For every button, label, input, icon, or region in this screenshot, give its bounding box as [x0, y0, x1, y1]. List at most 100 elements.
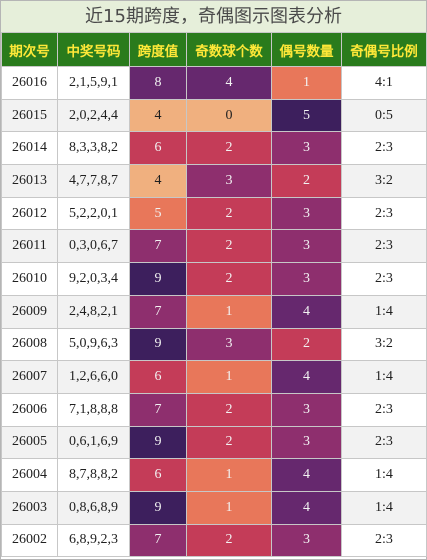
numbers-cell: 8,3,3,8,2	[57, 131, 130, 166]
odd-count-cell: 2	[186, 131, 272, 166]
table-row: 26010 9,2,0,3,4 9 2 3 2:3	[1, 262, 427, 296]
header-numbers: 中奖号码	[57, 32, 130, 67]
numbers-cell: 8,7,8,8,2	[57, 458, 130, 492]
table-row: 26003 0,8,6,8,9 9 1 4 1:4	[1, 490, 427, 525]
header-issue: 期次号	[1, 32, 58, 67]
ratio-cell: 0:5	[341, 98, 427, 133]
issue-cell: 26003	[1, 490, 58, 525]
span-cell: 7	[129, 392, 187, 427]
span-cell: 7	[129, 229, 187, 264]
numbers-cell: 9,2,0,3,4	[57, 262, 130, 296]
header-odd-count: 奇数球个数	[186, 32, 272, 67]
span-cell: 6	[129, 458, 187, 492]
ratio-cell: 2:3	[341, 523, 427, 558]
issue-cell: 26013	[1, 164, 58, 198]
table-row: 26016 2,1,5,9,1 8 4 1 4:1	[1, 66, 427, 100]
ratio-cell: 2:3	[341, 392, 427, 427]
ratio-cell: 2:3	[341, 425, 427, 460]
numbers-cell: 7,1,8,8,8	[57, 392, 130, 427]
span-cell: 9	[129, 425, 187, 460]
issue-cell: 26011	[1, 229, 58, 264]
span-cell: 6	[129, 360, 187, 394]
numbers-cell: 0,3,0,6,7	[57, 229, 130, 264]
numbers-cell: 0,6,1,6,9	[57, 425, 130, 460]
span-cell: 5	[129, 196, 187, 231]
span-cell: 6	[129, 131, 187, 166]
issue-cell: 26008	[1, 327, 58, 362]
even-count-cell: 3	[271, 196, 342, 231]
even-count-cell: 5	[271, 98, 342, 133]
issue-cell: 26006	[1, 392, 58, 427]
odd-count-cell: 2	[186, 425, 272, 460]
numbers-cell: 0,8,6,8,9	[57, 490, 130, 525]
issue-cell: 26005	[1, 425, 58, 460]
even-count-cell: 3	[271, 523, 342, 558]
numbers-cell: 2,4,8,2,1	[57, 294, 130, 329]
ratio-cell: 1:4	[341, 458, 427, 492]
ratio-cell: 4:1	[341, 66, 427, 100]
issue-cell: 26015	[1, 98, 58, 133]
ratio-cell: 2:3	[341, 131, 427, 166]
span-cell: 4	[129, 98, 187, 133]
issue-cell: 26007	[1, 360, 58, 394]
table-row: 26004 8,7,8,8,2 6 1 4 1:4	[1, 458, 427, 492]
numbers-cell: 1,2,6,6,0	[57, 360, 130, 394]
odd-count-cell: 1	[186, 458, 272, 492]
span-cell: 8	[129, 66, 187, 100]
odd-count-cell: 1	[186, 294, 272, 329]
table-row: 26007 1,2,6,6,0 6 1 4 1:4	[1, 360, 427, 394]
table-row: 26005 0,6,1,6,9 9 2 3 2:3	[1, 425, 427, 460]
numbers-cell: 5,2,2,0,1	[57, 196, 130, 231]
numbers-cell: 2,0,2,4,4	[57, 98, 130, 133]
ratio-cell: 1:4	[341, 294, 427, 329]
numbers-cell: 4,7,7,8,7	[57, 164, 130, 198]
issue-cell: 26009	[1, 294, 58, 329]
table-row: 26008 5,0,9,6,3 9 3 2 3:2	[1, 327, 427, 362]
span-cell: 9	[129, 490, 187, 525]
table-row: 26014 8,3,3,8,2 6 2 3 2:3	[1, 131, 427, 166]
even-count-cell: 3	[271, 262, 342, 296]
odd-count-cell: 1	[186, 360, 272, 394]
issue-cell: 26014	[1, 131, 58, 166]
numbers-cell: 5,0,9,6,3	[57, 327, 130, 362]
table-row: 26015 2,0,2,4,4 4 0 5 0:5	[1, 98, 427, 133]
odd-count-cell: 2	[186, 262, 272, 296]
numbers-cell: 2,1,5,9,1	[57, 66, 130, 100]
even-count-cell: 3	[271, 425, 342, 460]
ratio-cell: 1:4	[341, 360, 427, 394]
issue-cell: 26002	[1, 523, 58, 558]
even-count-cell: 2	[271, 164, 342, 198]
header-span: 跨度值	[129, 32, 187, 67]
issue-cell: 26016	[1, 66, 58, 100]
odd-count-cell: 4	[186, 66, 272, 100]
table-row: 26013 4,7,7,8,7 4 3 2 3:2	[1, 164, 427, 198]
span-cell: 4	[129, 164, 187, 198]
ratio-cell: 3:2	[341, 327, 427, 362]
numbers-cell: 6,8,9,2,3	[57, 523, 130, 558]
odd-count-cell: 2	[186, 523, 272, 558]
odd-count-cell: 2	[186, 196, 272, 231]
odd-count-cell: 2	[186, 392, 272, 427]
ratio-cell: 3:2	[341, 164, 427, 198]
span-cell: 9	[129, 262, 187, 296]
ratio-cell: 2:3	[341, 229, 427, 264]
header-even-count: 偶号数量	[271, 32, 342, 67]
even-count-cell: 4	[271, 294, 342, 329]
even-count-cell: 3	[271, 392, 342, 427]
analysis-table: 期次号 中奖号码 跨度值 奇数球个数 偶号数量 奇偶号比例 26016 2,1,5…	[1, 32, 427, 558]
table-row: 26012 5,2,2,0,1 5 2 3 2:3	[1, 196, 427, 231]
table-row: 26009 2,4,8,2,1 7 1 4 1:4	[1, 294, 427, 329]
even-count-cell: 1	[271, 66, 342, 100]
header-row: 期次号 中奖号码 跨度值 奇数球个数 偶号数量 奇偶号比例	[1, 32, 427, 67]
table-row: 26006 7,1,8,8,8 7 2 3 2:3	[1, 392, 427, 427]
even-count-cell: 3	[271, 229, 342, 264]
odd-count-cell: 3	[186, 327, 272, 362]
table-row: 26011 0,3,0,6,7 7 2 3 2:3	[1, 229, 427, 264]
ratio-cell: 2:3	[341, 262, 427, 296]
issue-cell: 26012	[1, 196, 58, 231]
header-ratio: 奇偶号比例	[341, 32, 427, 67]
odd-count-cell: 1	[186, 490, 272, 525]
page-title: 近15期跨度，奇偶图示图表分析	[1, 1, 426, 32]
issue-cell: 26004	[1, 458, 58, 492]
